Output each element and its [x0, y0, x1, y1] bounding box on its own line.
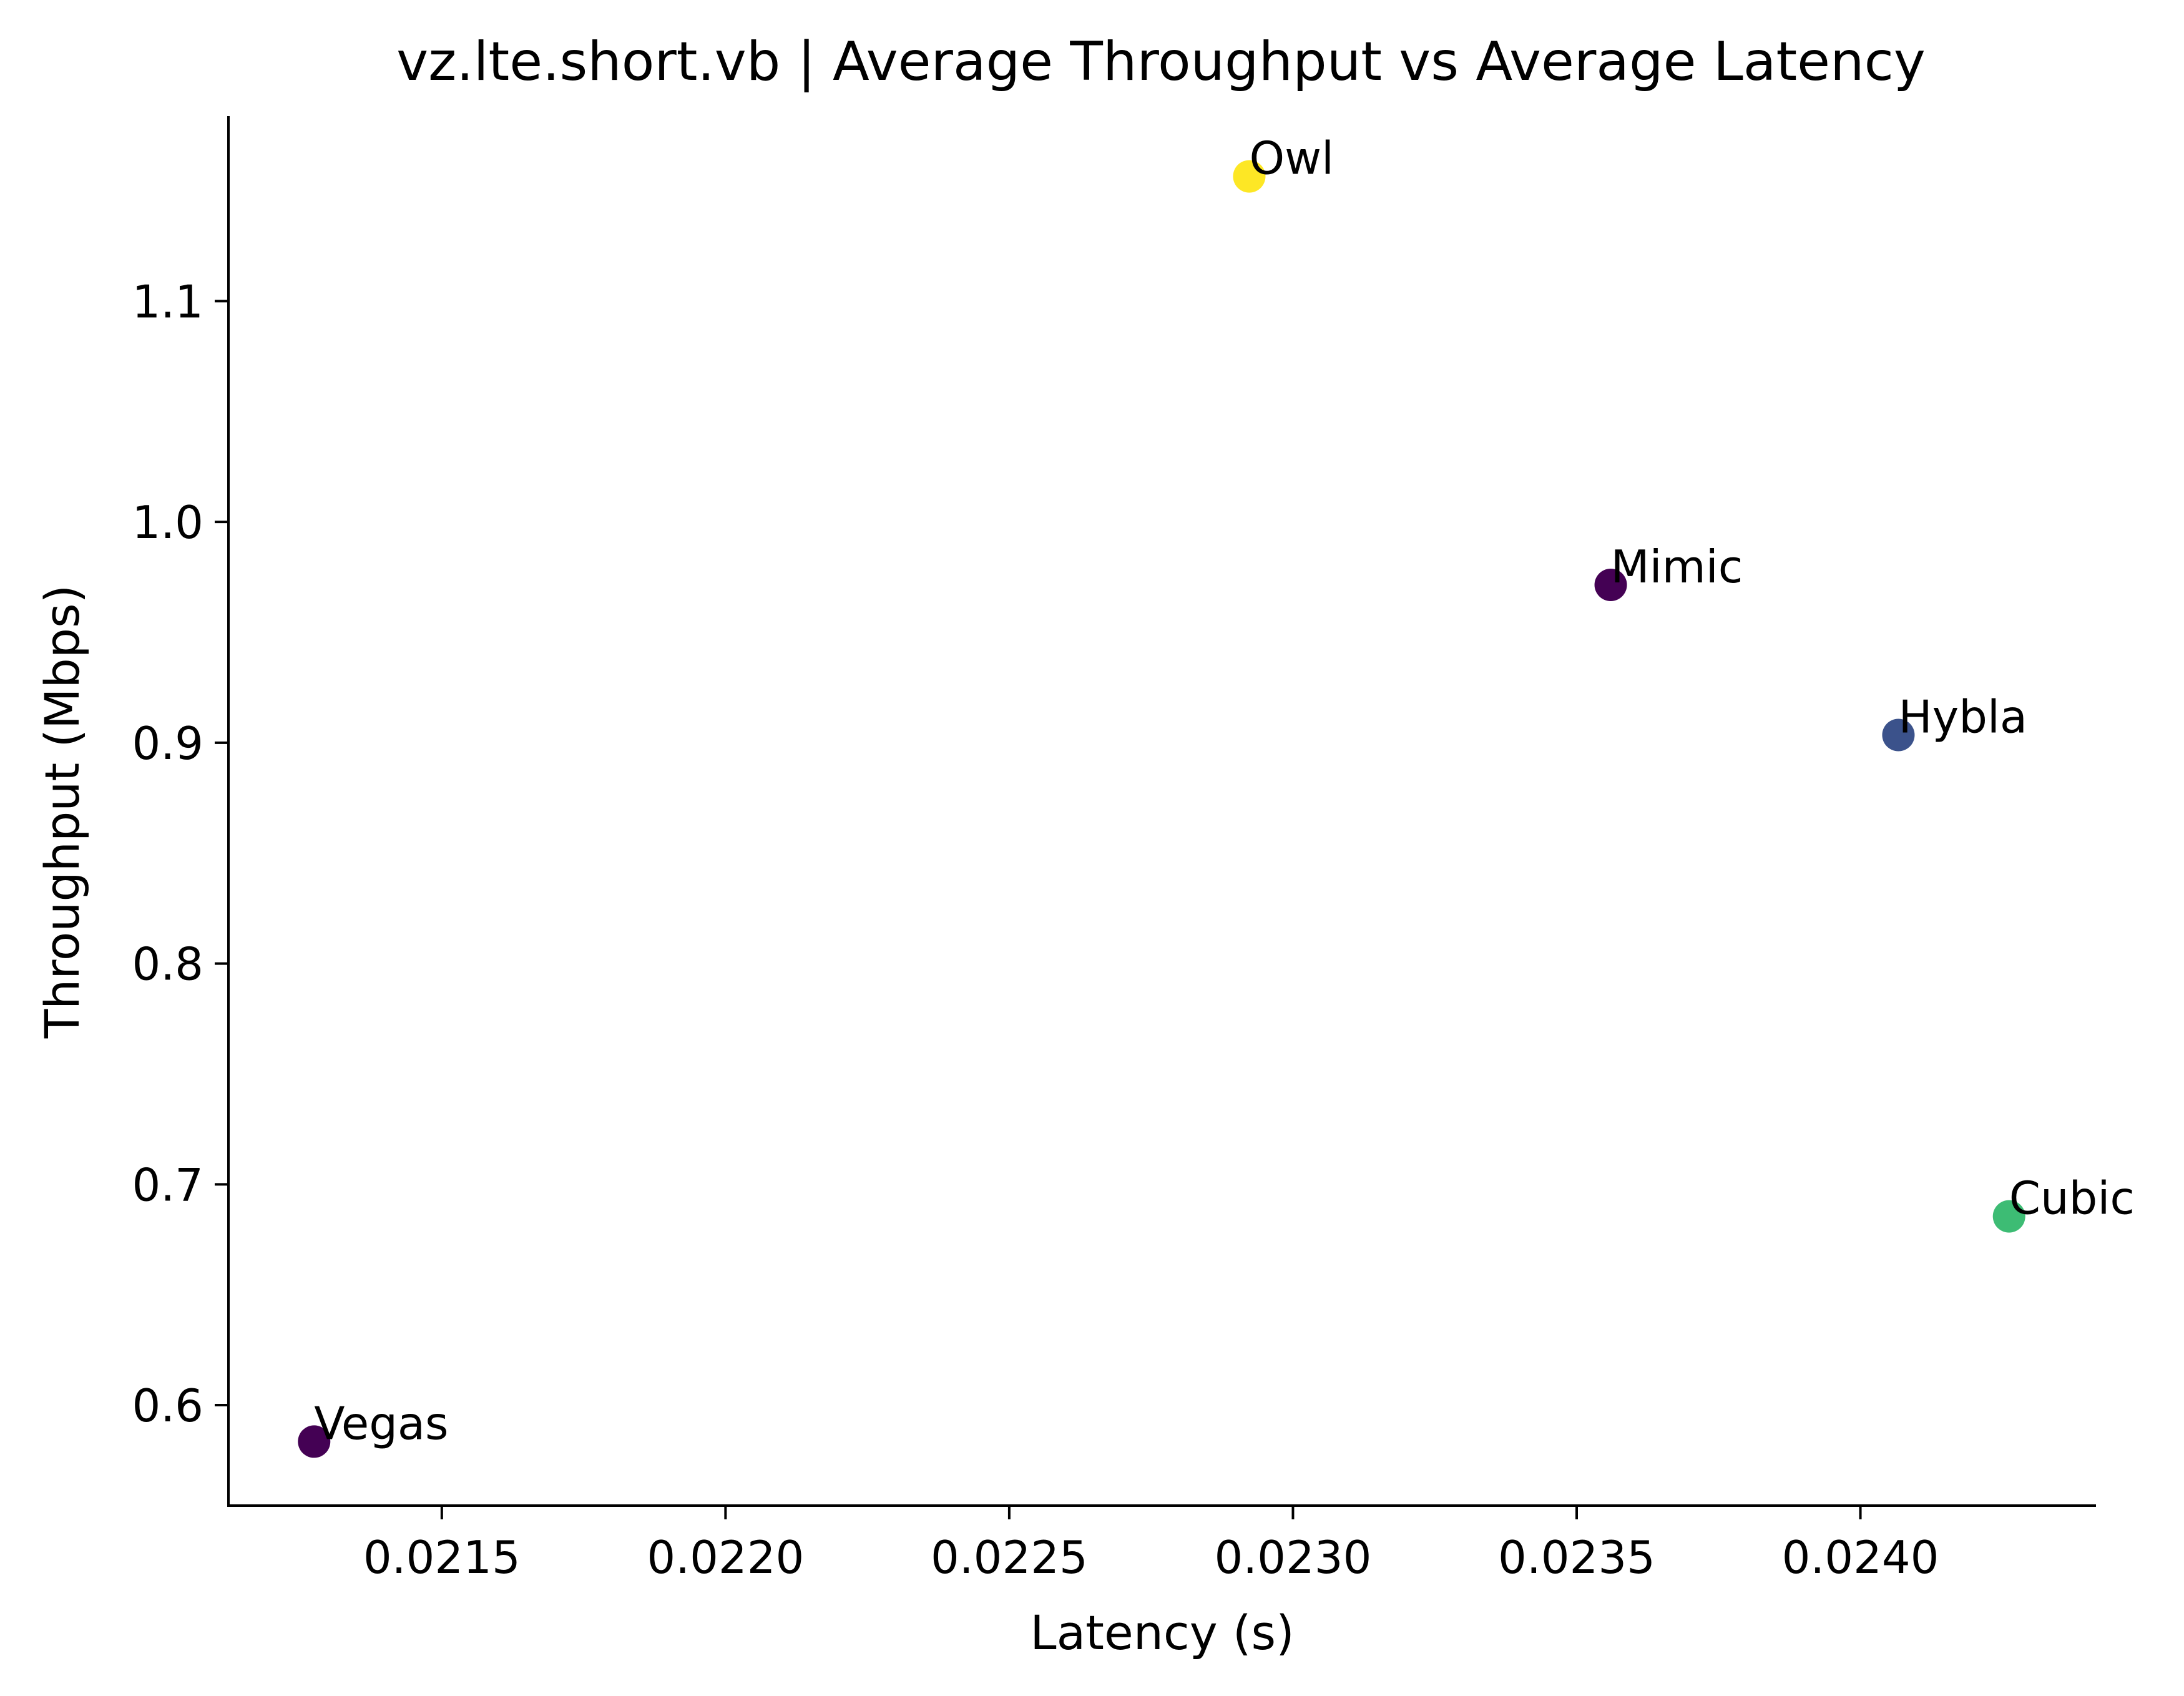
data-points: Owl Mimic Hybla Cubic Vegas [298, 132, 2135, 1458]
y-axis-ticks: 0.6 0.7 0.8 0.9 1.0 1.1 [132, 275, 228, 1432]
data-point-vegas [298, 1425, 331, 1458]
point-label-cubic: Cubic [2009, 1172, 2135, 1225]
data-point-cubic [1992, 1200, 2025, 1233]
x-axis-ticks: 0.0215 0.0220 0.0225 0.0230 0.0235 0.0240 [363, 1506, 1939, 1584]
chart-title: vz.lte.short.vb | Average Throughput vs … [396, 31, 1926, 93]
point-label-mimic: Mimic [1611, 541, 1743, 593]
y-axis-label: Throughput (Mbps) [34, 585, 90, 1039]
x-tick-label: 0.0225 [931, 1531, 1088, 1584]
y-tick-label: 0.8 [132, 938, 203, 991]
x-tick-label: 0.0220 [647, 1531, 804, 1584]
x-axis-label: Latency (s) [1030, 1605, 1294, 1660]
x-tick-label: 0.0240 [1782, 1531, 1939, 1584]
data-point-mimic [1594, 568, 1627, 601]
y-tick-label: 1.1 [132, 275, 203, 328]
y-tick-label: 1.0 [132, 496, 203, 549]
point-label-owl: Owl [1249, 132, 1334, 185]
point-label-hybla: Hybla [1898, 690, 2027, 743]
data-point-owl [1233, 160, 1266, 193]
point-label-vegas: Vegas [314, 1397, 448, 1449]
x-tick-label: 0.0230 [1214, 1531, 1371, 1584]
data-point-hybla [1882, 718, 1915, 752]
x-tick-label: 0.0215 [363, 1531, 521, 1584]
x-tick-label: 0.0235 [1498, 1531, 1655, 1584]
y-tick-label: 0.9 [132, 717, 203, 770]
y-tick-label: 0.6 [132, 1380, 203, 1432]
y-tick-label: 0.7 [132, 1159, 203, 1211]
